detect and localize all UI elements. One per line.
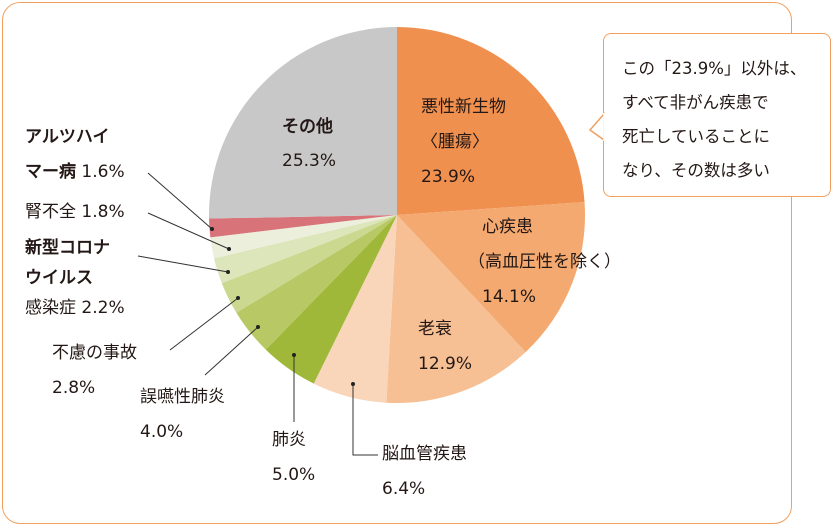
slice-label: 心疾患 [482,217,533,237]
data-label: 4.0% [140,422,184,442]
label-malignant-neoplasm: 悪性新生物 〈腫瘍〉 23.9% [421,90,506,195]
slice-label: 不慮の事故 [52,343,137,363]
data-label: 1.6% [81,162,125,182]
leader-dot [210,227,214,231]
slice-label: その他 [282,117,333,137]
data-label: 25.3% [282,151,337,171]
slice-label: 腎不全 [25,202,76,222]
leader-dot [227,247,231,251]
leader-line [204,326,259,376]
label-heart-disease: 心疾患 （高血圧性を除く） 14.1% [468,210,621,315]
pie-slice-10 [209,27,397,219]
pie-slice-7 [214,215,397,284]
pie-slice-3 [313,215,397,403]
label-alzheimer: アルツハイ マー病 1.6% [25,120,125,190]
leader-dot [256,325,260,329]
slice-label: 感染症 [25,298,76,318]
leader-line [147,212,230,250]
slice-label: 脳血管疾患 [382,444,467,464]
label-renal-failure: 腎不全 1.8% [25,195,125,230]
slice-label: マー病 [25,162,76,182]
label-pneumonia: 肺炎 5.0% [272,423,315,493]
data-label: 5.0% [272,465,316,485]
leader-dot [226,270,230,274]
callout-line: すべて非がん疾患で [622,93,769,112]
label-accident: 不慮の事故 2.8% [52,336,137,406]
pie-slice-4 [265,215,397,384]
label-senility: 老衰 12.9% [418,312,472,382]
label-aspiration-pneumonia: 誤嚥性肺炎 4.0% [140,380,225,450]
leader-dot [351,382,355,386]
slice-label: アルツハイ [25,127,110,147]
data-label: 14.1% [482,287,537,307]
slice-label: 誤嚥性肺炎 [140,387,225,407]
leader-line [352,384,378,456]
label-other: その他 25.3% [282,110,336,178]
leader-dot [236,296,240,300]
callout-box: この「23.9%」以外は、 すべて非がん疾患で 死亡していることに なり、その数… [603,33,831,197]
callout-line: なり、その数は多い [622,161,770,180]
pie-slice-0 [397,27,585,215]
slice-label: ウイルス [25,268,93,288]
label-cerebrovascular: 脳血管疾患 6.4% [382,437,467,507]
leader-line [147,172,213,230]
leader-line [137,255,229,273]
leader-line [169,297,239,351]
data-label: 12.9% [418,354,473,374]
leader-dot [292,353,296,357]
pie-slice-2 [386,215,526,403]
pie-slice-9 [209,215,397,238]
pie-slice-5 [236,215,397,350]
pie-slice-8 [210,215,397,259]
data-label: 2.2% [81,298,125,318]
slice-label: 〈腫瘍〉 [421,132,489,152]
slice-label: 悪性新生物 [421,97,506,117]
frame [2,2,792,524]
data-label: 2.8% [52,378,96,398]
pie-slice-1 [397,202,585,353]
slice-label: 肺炎 [272,430,306,450]
pie-slice-6 [221,215,397,313]
data-label: 1.8% [81,202,125,222]
callout-line: 死亡していることに [622,127,771,146]
data-label: 6.4% [382,479,426,499]
callout-line: この「23.9%」以外は、 [622,59,807,78]
slice-label: （高血圧性を除く） [468,252,621,272]
slice-label: 老衰 [418,319,452,339]
slice-label: 新型コロナ [25,238,110,258]
label-covid19: 新型コロナ ウイルス 感染症 2.2% [25,233,125,323]
data-label: 23.9% [421,167,476,187]
